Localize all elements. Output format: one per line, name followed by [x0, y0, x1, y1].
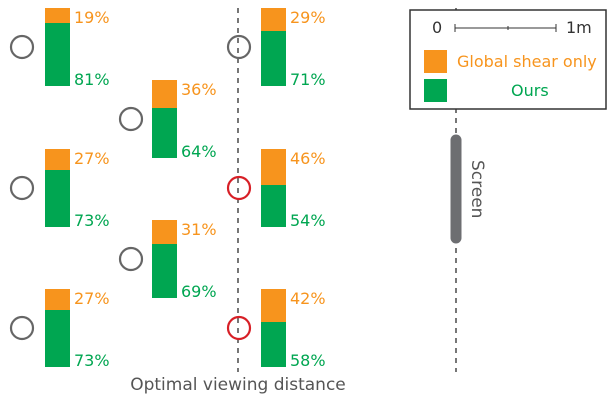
global-percent-label: 19%	[74, 8, 110, 27]
seat-circle	[9, 34, 35, 60]
global-percent-label: 36%	[181, 80, 217, 99]
seat-circle	[226, 34, 252, 60]
bar-ours-segment	[261, 322, 286, 367]
bar-global-segment	[45, 149, 70, 170]
viewer-r3c1: 27% 73%	[9, 149, 110, 230]
ours-percent-label: 81%	[74, 70, 110, 89]
viewer-r1c3: 29% 71%	[226, 8, 326, 89]
legend-swatch-ours	[424, 79, 447, 102]
bar-global-segment	[45, 8, 70, 23]
legend-label-global: Global shear only	[457, 52, 597, 71]
bar-ours-segment	[261, 31, 286, 86]
legend-label-ours: Ours	[511, 81, 549, 100]
seat-circle	[9, 175, 35, 201]
viewer-r2c2: 36% 64%	[118, 80, 217, 161]
ours-percent-label: 71%	[290, 70, 326, 89]
viewer-r4c2: 31% 69%	[118, 220, 217, 301]
global-percent-label: 31%	[181, 220, 217, 239]
viewer-r1c1: 19% 81%	[9, 8, 110, 89]
bar-ours-segment	[45, 170, 70, 227]
global-percent-label: 29%	[290, 8, 326, 27]
seat-circle	[9, 315, 35, 341]
scale-start-label: 0	[432, 18, 442, 37]
optimal-distance-label: Optimal viewing distance	[130, 375, 346, 395]
global-percent-label: 27%	[74, 149, 110, 168]
scale-end-label: 1m	[566, 18, 592, 37]
viewer-r3c3: 46% 54%	[226, 149, 326, 230]
ours-percent-label: 64%	[181, 142, 217, 161]
seat-circle	[118, 106, 144, 132]
bar-ours-segment	[45, 23, 70, 86]
bar-ours-segment	[45, 310, 70, 367]
global-percent-label: 46%	[290, 149, 326, 168]
global-percent-label: 42%	[290, 289, 326, 308]
bar-global-segment	[261, 149, 286, 185]
screen-label: Screen	[467, 160, 487, 218]
ours-percent-label: 73%	[74, 211, 110, 230]
bar-ours-segment	[152, 108, 177, 158]
legend-swatch-global	[424, 50, 447, 73]
ours-percent-label: 69%	[181, 282, 217, 301]
seat-circle	[118, 246, 144, 272]
viewer-r5c1: 27% 73%	[9, 289, 110, 370]
ours-percent-label: 73%	[74, 351, 110, 370]
seat-circle	[226, 315, 252, 341]
bar-global-segment	[45, 289, 70, 310]
global-percent-label: 27%	[74, 289, 110, 308]
bar-ours-segment	[152, 244, 177, 298]
bar-global-segment	[152, 220, 177, 244]
legend: 0 1m Global shear only Ours	[409, 9, 607, 110]
seat-circle	[226, 175, 252, 201]
bar-global-segment	[261, 8, 286, 31]
bar-global-segment	[261, 289, 286, 322]
bar-global-segment	[152, 80, 177, 108]
ours-percent-label: 58%	[290, 351, 326, 370]
ours-percent-label: 54%	[290, 211, 326, 230]
bar-ours-segment	[261, 185, 286, 227]
viewer-r5c3: 42% 58%	[226, 289, 326, 370]
